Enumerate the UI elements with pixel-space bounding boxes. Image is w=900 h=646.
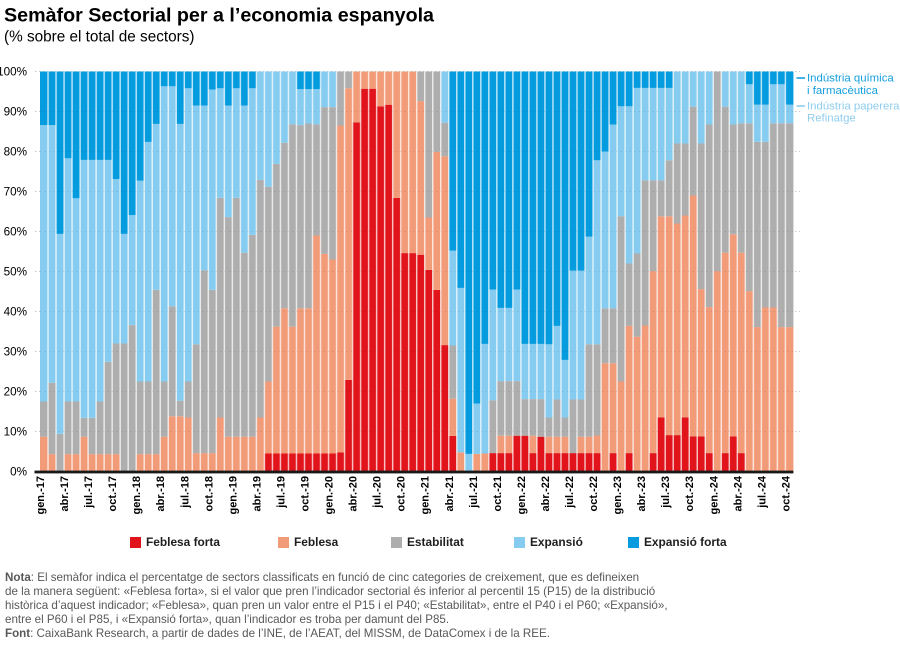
- svg-text:Indústria química: Indústria química: [807, 73, 894, 85]
- svg-text:10%: 10%: [4, 425, 27, 438]
- svg-text:jul.-21: jul.-21: [468, 476, 480, 509]
- svg-text:90%: 90%: [4, 105, 27, 118]
- svg-text:80%: 80%: [4, 145, 27, 158]
- svg-text:gen.-24: gen.-24: [708, 475, 720, 514]
- svg-text:60%: 60%: [4, 225, 27, 238]
- svg-text:gen.-18: gen.-18: [131, 476, 143, 515]
- svg-text:jul.-24: jul.-24: [756, 475, 768, 509]
- svg-text:oct.-21: oct.-21: [492, 476, 504, 511]
- svg-text:jul.-20: jul.-20: [372, 476, 384, 509]
- svg-text:(% sobre el total de sectors): (% sobre el total de sectors): [4, 28, 194, 45]
- svg-text:40%: 40%: [4, 305, 27, 318]
- svg-text:20%: 20%: [4, 385, 27, 398]
- svg-text:i farmacèutica: i farmacèutica: [807, 85, 879, 97]
- svg-text:jul.-18: jul.-18: [179, 476, 191, 509]
- svg-text:gen.-21: gen.-21: [420, 476, 432, 515]
- svg-text:jul.-17: jul.-17: [83, 476, 95, 509]
- svg-text:oct.-20: oct.-20: [396, 476, 408, 511]
- svg-text:Semàfor Sectorial per a l’econ: Semàfor Sectorial per a l’economia espan…: [4, 5, 435, 27]
- svg-text:abr.-17: abr.-17: [59, 476, 71, 511]
- svg-text:abr.-22: abr.-22: [540, 476, 552, 511]
- svg-text:gen.-20: gen.-20: [324, 476, 336, 515]
- svg-text:abr.-18: abr.-18: [155, 476, 167, 511]
- svg-text:Refinatge: Refinatge: [807, 113, 856, 125]
- svg-text:abr.-23: abr.-23: [636, 476, 648, 511]
- svg-text:0%: 0%: [10, 465, 27, 478]
- svg-text:gen.-19: gen.-19: [227, 476, 239, 515]
- svg-text:oct.-22: oct.-22: [588, 476, 600, 511]
- svg-text:gen.-23: gen.-23: [612, 476, 624, 515]
- svg-text:abr.-21: abr.-21: [444, 476, 456, 511]
- svg-text:70%: 70%: [4, 185, 27, 198]
- svg-text:gen.-17: gen.-17: [35, 476, 47, 515]
- svg-text:abr.-20: abr.-20: [348, 476, 360, 511]
- svg-text:gen.-22: gen.-22: [516, 476, 528, 515]
- svg-text:oct.-19: oct.-19: [300, 476, 312, 511]
- svg-text:50%: 50%: [4, 265, 27, 278]
- svg-text:oct.-18: oct.-18: [203, 476, 215, 511]
- svg-text:abr.-19: abr.-19: [251, 476, 263, 511]
- svg-text:Indústria paperera: Indústria paperera: [807, 100, 900, 112]
- svg-text:oct.-17: oct.-17: [107, 476, 119, 511]
- svg-text:oct.-23: oct.-23: [684, 476, 696, 511]
- svg-text:abr.-24: abr.-24: [732, 475, 744, 511]
- svg-text:jul.-19: jul.-19: [275, 476, 287, 509]
- svg-text:jul.-22: jul.-22: [564, 476, 576, 509]
- svg-text:100%: 100%: [0, 65, 27, 78]
- svg-text:jul.-23: jul.-23: [660, 476, 672, 509]
- svg-text:30%: 30%: [4, 345, 27, 358]
- svg-text:oct.-24: oct.-24: [780, 475, 792, 511]
